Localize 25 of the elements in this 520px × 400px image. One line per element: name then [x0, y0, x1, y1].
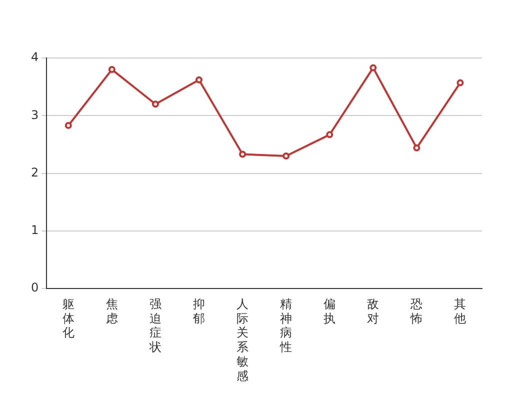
- point: [326, 131, 334, 138]
- y-tick-label: 3: [30, 108, 39, 122]
- y-tick-label: 4: [30, 50, 39, 64]
- x-tick-label: 抑郁: [193, 296, 206, 326]
- point: [152, 100, 159, 108]
- point: [282, 152, 290, 160]
- point: [456, 79, 464, 86]
- x-tick-label: 精神病性: [279, 296, 292, 354]
- x-tick-label: 其他: [454, 296, 466, 326]
- x-tick-label: 敌对: [367, 296, 380, 326]
- x-tick-label: 焦虑: [106, 296, 118, 326]
- point: [239, 150, 246, 158]
- point: [64, 122, 72, 129]
- y-tick-label: 0: [30, 280, 39, 295]
- x-tick-label: 躯体化: [62, 296, 74, 340]
- x-tick-label: 偏执: [324, 296, 336, 326]
- x-tick-label: 人际关系敏感: [236, 296, 249, 383]
- point: [108, 66, 116, 74]
- point: [413, 144, 420, 152]
- x-tick-label: 强迫症状: [148, 296, 162, 354]
- y-tick-label: 1: [30, 223, 39, 238]
- x-tick-label: 恐怖: [410, 296, 423, 326]
- point: [370, 64, 377, 72]
- point: [196, 76, 203, 84]
- y-tick-label: 2: [30, 165, 39, 180]
